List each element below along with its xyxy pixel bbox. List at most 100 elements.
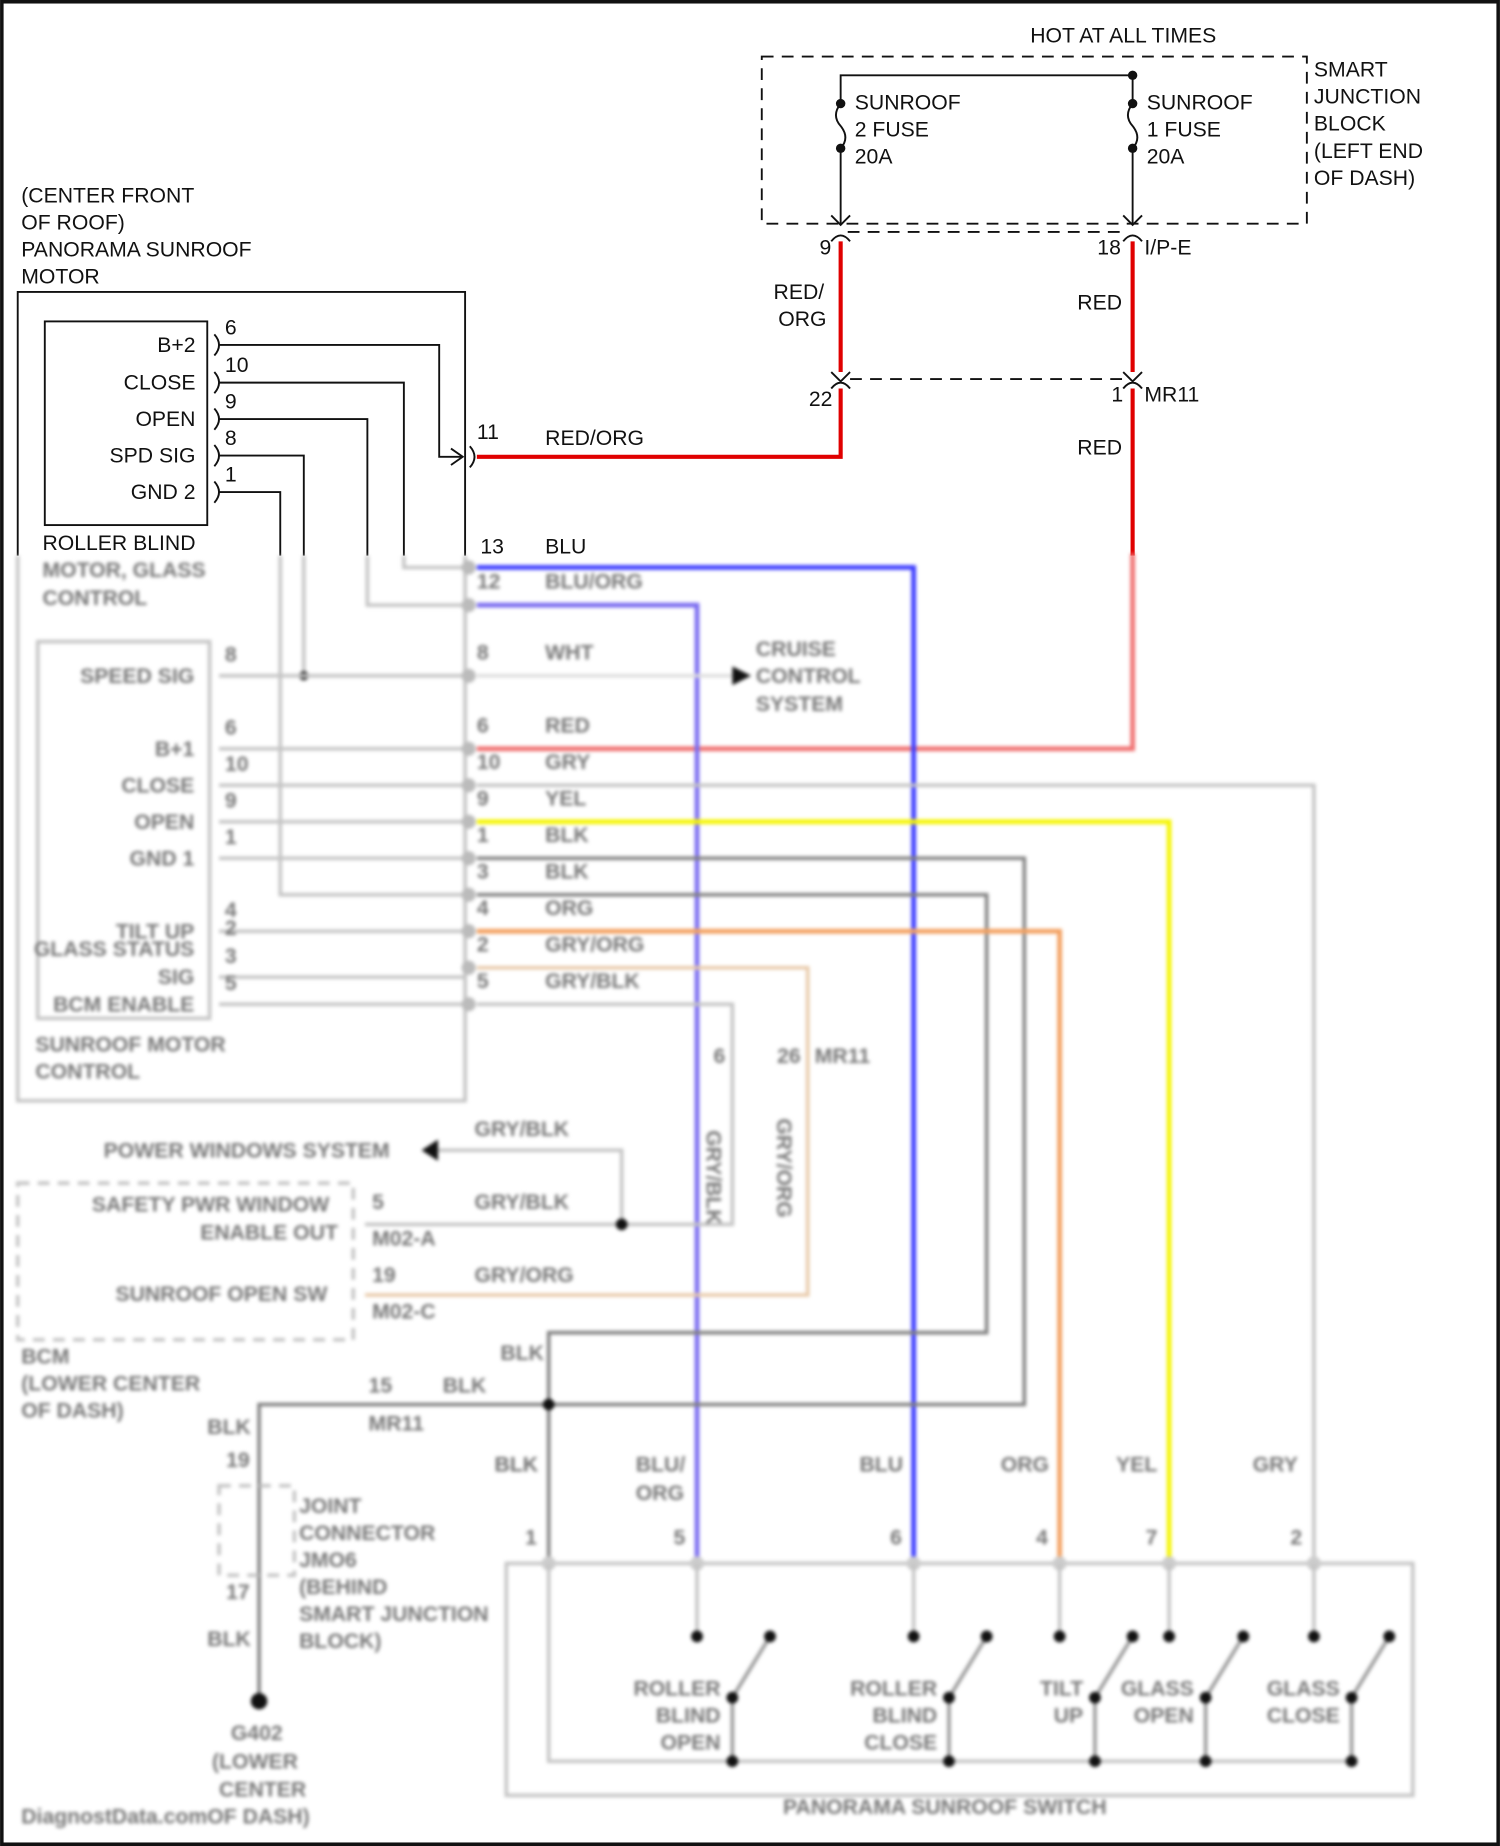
diagram-element — [278, 555, 466, 897]
pin-label: GND 1 — [130, 847, 195, 870]
pin-number: 1 — [225, 826, 237, 849]
smart-junction-block: HOT AT ALL TIMES SUNROOF 2 FUSE 20A SUNROO… — [760, 24, 1423, 242]
wire-color-label: WHT — [545, 641, 593, 664]
blurred-lower-diagram: MOTOR, GLASS CONTROL SPEED SIG 8 B+1 6 CLOSE… — [15, 553, 1415, 1829]
diagram-element: CONTROL — [756, 665, 861, 688]
diagram-element — [219, 344, 463, 556]
diagram-element: POWER WINDOWS SYSTEM — [104, 1139, 390, 1162]
pin-number: 2 — [225, 917, 237, 940]
pin-label: SPEED SIG — [80, 665, 194, 688]
diagram-element: CONTROL — [42, 587, 147, 610]
pin-number: 10 — [225, 753, 249, 776]
diagram-element: RED/ORG — [545, 427, 644, 450]
diagram-element — [365, 1002, 735, 1227]
diagram-element: GRY/ORG — [475, 1264, 574, 1287]
diagram-element: GRY — [1253, 1454, 1298, 1477]
diagram-element: 26 — [777, 1045, 801, 1068]
joint-connector-label: (BEHIND — [299, 1576, 387, 1599]
connector-pin — [461, 668, 476, 683]
diagram-element — [435, 1148, 624, 1225]
joint-connector-label: BLOCK) — [299, 1630, 381, 1653]
diagram-element — [1127, 98, 1138, 109]
diagram-element — [16, 291, 467, 556]
contact — [726, 1691, 739, 1704]
pin-label: CLOSE — [124, 372, 196, 395]
diagram-element: MOTOR — [21, 266, 99, 289]
diagram-element: OF DASH) — [207, 1806, 309, 1829]
diagram-element: ENABLE OUT — [200, 1222, 338, 1245]
diagram-element: BLOCK — [1314, 113, 1386, 136]
pin-number: 2 — [477, 933, 489, 956]
diagram-element: 18 — [1097, 236, 1121, 259]
diagram-element: JOINT CONNECTOR JMO6 (BEHIND SMART JUNCTION B… — [299, 1495, 489, 1653]
wire — [546, 1563, 1352, 1764]
wire-color-label: GRY — [545, 751, 590, 774]
contact — [980, 1630, 993, 1643]
connector-pin — [461, 924, 476, 939]
joint-connector-label: SMART JUNCTION — [299, 1603, 489, 1626]
pin-number: 10 — [477, 751, 501, 774]
switch-label: ROLLER — [850, 1677, 937, 1700]
wire-color-label: RED — [545, 714, 590, 737]
switch-label: GLASS — [1121, 1677, 1194, 1700]
diagram-element: 17 — [226, 1581, 250, 1604]
contact — [1345, 1691, 1358, 1704]
diagram-element — [830, 371, 1143, 390]
diagram-element: RED/ — [774, 281, 825, 304]
diagram-element: ORG — [1001, 1454, 1049, 1477]
yel-wire — [476, 819, 1172, 1560]
pin-label: CLOSE — [121, 774, 194, 797]
panorama-sunroof-switch-box — [504, 1561, 1415, 1798]
pin-number: 3 — [225, 945, 237, 968]
diagram-element: MR11 — [1144, 383, 1199, 406]
diagram-element: SUNROOF — [1147, 91, 1253, 114]
diagram-element: 22 — [809, 388, 833, 411]
diagram-element: 9 — [819, 236, 831, 259]
pin-number: 5 — [673, 1527, 685, 1550]
red-org-wire — [476, 388, 843, 459]
diagram-element: SYSTEM — [756, 693, 843, 716]
diagram-element: ORG — [778, 308, 826, 331]
pin-number: 1 — [225, 464, 237, 487]
contact — [943, 1755, 955, 1768]
diagram-element: 1 5 6 4 7 2 ROLLER BLIND OPEN ROLLER BLIND CLOSE TIL… — [495, 1454, 1396, 1768]
switch-label: CLOSE — [1267, 1704, 1340, 1727]
watermark: DiagnostData.com — [21, 1806, 207, 1829]
pin-number: 8 — [225, 644, 237, 667]
connector-pin — [461, 778, 476, 793]
diagram-element: MR11 — [815, 1045, 871, 1068]
connector-pin — [461, 960, 476, 975]
diagram-element: 20A — [1147, 146, 1186, 169]
pin-label: B+2 — [157, 334, 195, 357]
red-wire-top — [838, 241, 1135, 373]
roller-blind-box — [43, 320, 209, 527]
wire-color-label: BLK — [545, 860, 589, 883]
wire-color-label: YEL — [545, 787, 586, 810]
diagram-element: OF DASH) — [1314, 167, 1415, 190]
contact — [1345, 1755, 1358, 1768]
panorama-sunroof-motor: (CENTER FRONT OF ROOF) PANORAMA SUNROOF MO… — [16, 184, 476, 556]
diagram-element: SMART — [1314, 59, 1388, 82]
contact — [1237, 1630, 1250, 1643]
pin-number: 8 — [225, 427, 237, 450]
joint-connector-label: JOINT — [299, 1495, 361, 1518]
switch-label: GLASS — [1267, 1677, 1340, 1700]
diagram-element: YEL — [1116, 1454, 1157, 1477]
diagram-element — [542, 1398, 555, 1411]
diagram-element: (LOWER — [212, 1750, 298, 1773]
diagram-element: OF DASH) — [21, 1399, 123, 1422]
pin-number: 3 — [477, 860, 489, 883]
contact — [1199, 1755, 1212, 1768]
switch-label: CLOSE — [864, 1731, 937, 1754]
contact — [1053, 1630, 1066, 1643]
pin-number: 5 — [477, 970, 489, 993]
diagram-element: GRY/BLK — [475, 1191, 570, 1214]
diagram-element: BLU — [545, 535, 586, 558]
diagram-element: 6 — [714, 1045, 726, 1068]
switch-label: TILT — [1040, 1677, 1083, 1700]
diagram-element: RED — [1077, 436, 1122, 459]
pin-number: 9 — [225, 391, 237, 414]
switch-label: BLIND — [872, 1704, 937, 1727]
diagram-element: 1 FUSE — [1147, 119, 1221, 142]
